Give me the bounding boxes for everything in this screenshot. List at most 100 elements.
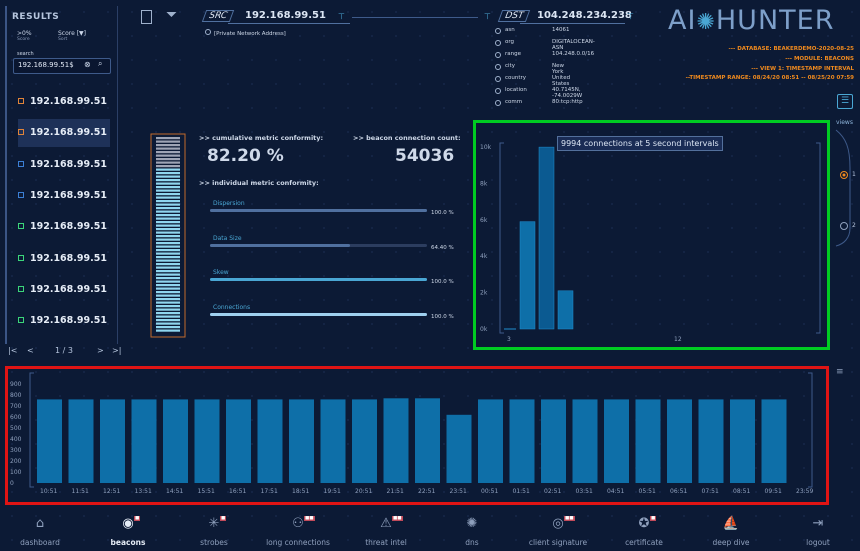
result-item[interactable]: 192.168.99.51 (18, 213, 110, 241)
filter-icon[interactable]: ⏷ (166, 7, 178, 23)
timestamp-bar[interactable] (383, 398, 409, 483)
metric-name: Dispersion (213, 200, 245, 207)
individual-label: >> individual metric conformity: (199, 179, 319, 187)
result-item[interactable]: 192.168.99.51 (18, 151, 110, 179)
next-page-icon[interactable]: > (97, 346, 104, 355)
view-1-radio[interactable] (840, 171, 848, 179)
metric-percent: 100.0 % (431, 210, 454, 216)
nav-label: dns (465, 538, 479, 547)
interval-bar[interactable] (519, 221, 536, 330)
result-item[interactable]: 192.168.99.51 (18, 307, 110, 335)
result-item[interactable]: 192.168.99.51 (18, 119, 110, 148)
list-view-icon[interactable]: ☰ (837, 94, 853, 109)
timestamp-bar[interactable] (478, 399, 503, 483)
nav-badge: ■ (650, 516, 657, 521)
first-page-icon[interactable]: |< (8, 346, 18, 355)
timestamp-bar[interactable] (761, 399, 787, 483)
timestamp-bar[interactable] (415, 398, 440, 483)
timestamp-bar[interactable] (635, 399, 661, 483)
interval-chart: 0k 2k 4k 6k 8k 10k 3 12 (480, 142, 821, 343)
nav-strobes-icon: ✳ (208, 516, 220, 531)
result-item[interactable]: 192.168.99.51 (18, 245, 110, 273)
timestamp-bar[interactable] (131, 399, 157, 483)
sort-select[interactable]: Score [▼] Sort (58, 30, 86, 42)
views-track (835, 129, 851, 247)
gauge-segment (156, 263, 180, 266)
prev-page-icon[interactable]: < (27, 346, 34, 355)
clear-icon[interactable]: ⊗ (84, 60, 91, 69)
nav-threat-intel[interactable]: ⚠ ■■ threat intel (346, 516, 426, 547)
x-tick-label: 23:59 (796, 488, 813, 495)
result-item[interactable]: 192.168.99.51 (18, 182, 110, 210)
interval-bar[interactable] (557, 290, 574, 330)
timestamp-bar[interactable] (37, 399, 62, 483)
view-1-label: 1 (852, 171, 856, 178)
timestamp-bar[interactable] (68, 399, 94, 483)
search-input[interactable]: 192.168.99.51$ ⊗ ⌕ (13, 58, 111, 74)
gauge-segment (156, 266, 180, 269)
nav-label: strobes (200, 538, 228, 547)
y-tick-label: 400 (10, 436, 22, 443)
nav-certificate[interactable]: ✪ ■ certificate (604, 516, 684, 547)
timestamp-bar[interactable] (226, 399, 251, 483)
nav-beacons[interactable]: ◉ ■ beacons (88, 516, 168, 547)
gauge-segment (156, 154, 180, 157)
dst-field-key: country (505, 75, 527, 81)
metric-bar-track (210, 243, 427, 247)
nav-deep-dive[interactable]: ⛵ deep dive (691, 516, 771, 547)
x-tick-label: 19:51 (324, 488, 341, 495)
timestamp-bar[interactable] (667, 399, 692, 483)
timestamp-bar[interactable] (604, 399, 629, 483)
timestamp-bar[interactable] (730, 399, 755, 483)
timestamp-bar[interactable] (352, 399, 377, 483)
dst-ip: 104.248.234.238 (537, 10, 632, 21)
score-filter[interactable]: >0% Score (17, 30, 32, 42)
gauge-segment (156, 322, 180, 325)
logo-molecule-icon: ✺ (696, 10, 716, 35)
y-tick-label: 900 (10, 381, 22, 388)
severity-indicator (18, 191, 24, 198)
timestamp-bar[interactable] (257, 399, 283, 483)
context-line-4: --TIMESTAMP RANGE: 08/24/20 08:51 -- 08/… (685, 75, 854, 81)
chart-menu-icon[interactable]: ≡ (836, 367, 844, 377)
x-tick-label: 15:51 (198, 488, 215, 495)
bullet-icon (495, 40, 501, 46)
last-page-icon[interactable]: >| (112, 346, 122, 355)
gauge-frame (150, 133, 186, 338)
export-icon[interactable] (141, 10, 152, 24)
highlight-red (5, 366, 829, 505)
nav-logout[interactable]: ⇥ logout (778, 516, 858, 547)
nav-dashboard[interactable]: ⌂ dashboard (0, 516, 80, 547)
view-2-radio[interactable] (840, 222, 848, 230)
timestamp-bar[interactable] (163, 399, 188, 483)
y-tick-label: 2k (480, 290, 488, 297)
timestamp-bar[interactable] (509, 399, 535, 483)
nav-label: long connections (266, 538, 330, 547)
bullet-icon (495, 64, 501, 70)
result-item[interactable]: 192.168.99.51 (18, 276, 110, 304)
timestamp-bar[interactable] (320, 399, 346, 483)
nav-logout-icon: ⇥ (812, 516, 824, 531)
dst-underline (520, 23, 625, 24)
gauge-segment (156, 312, 180, 315)
timestamp-bar[interactable] (541, 399, 566, 483)
timestamp-bar[interactable] (100, 399, 125, 483)
nav-strobes[interactable]: ✳ ■ strobes (174, 516, 254, 547)
timestamp-bar[interactable] (698, 399, 724, 483)
interval-bar[interactable] (538, 146, 555, 330)
x-tick-label: 11:51 (72, 488, 89, 495)
gauge-segment (156, 284, 180, 287)
nav-long-connections[interactable]: ⚇ ■■ long connections (258, 516, 338, 547)
dst-field-value: 14061 (552, 27, 570, 33)
gauge-segment (156, 189, 180, 192)
search-icon[interactable]: ⌕ (98, 59, 103, 68)
gauge-segment (156, 200, 180, 203)
nav-client-signature[interactable]: ◎ ■■ client signature (518, 516, 598, 547)
nav-dns[interactable]: ✺ dns (432, 516, 512, 547)
timestamp-bar[interactable] (446, 414, 472, 483)
timestamp-bar[interactable] (289, 399, 314, 483)
timestamp-bar[interactable] (572, 399, 598, 483)
timestamp-bar[interactable] (194, 399, 220, 483)
views-selector (835, 129, 851, 247)
result-item[interactable]: 192.168.99.51 (18, 88, 110, 116)
